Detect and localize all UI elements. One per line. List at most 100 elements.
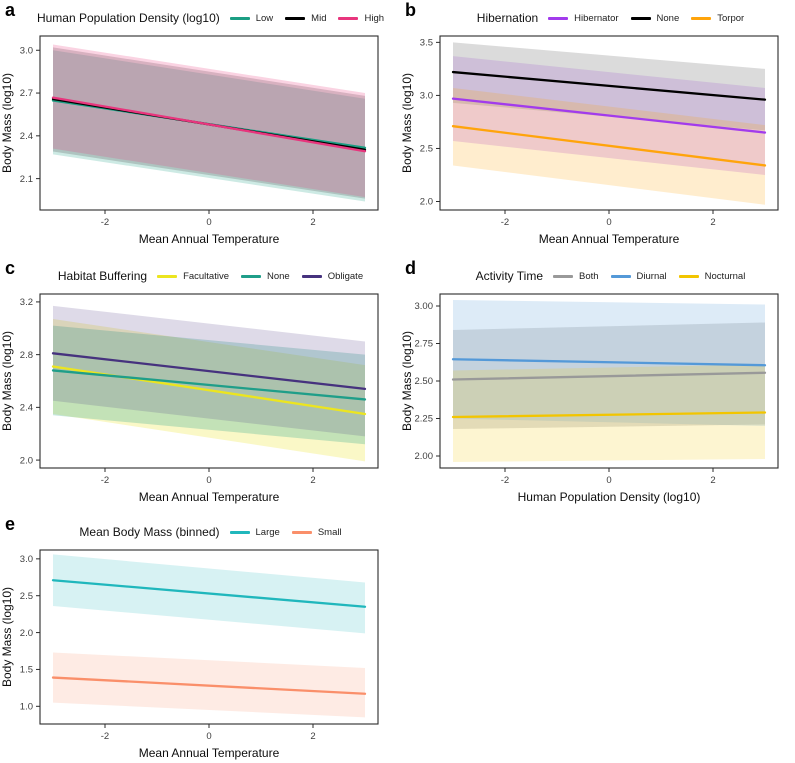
y-axis-title: Body Mass (log10): [400, 73, 414, 173]
y-tick-label: 2.00: [415, 451, 434, 462]
plot-a: -2 0 2 2.1 2.4 2.7 3.0 Mean Annual Temperature B…: [0, 35, 379, 246]
panel-c: c Habitat Buffering Facultative None Obliga…: [0, 258, 395, 510]
legend-line-swatch: [229, 530, 250, 534]
legend-title: Activity Time: [475, 269, 543, 283]
trend-line-torpor: [451, 125, 767, 167]
y-tick-label: 3.0: [20, 554, 33, 565]
ribbon-nocturnal: [453, 364, 765, 462]
trend-line-large: [51, 579, 367, 608]
y-tick-label: 2.8: [20, 350, 33, 361]
trend-line-both: [451, 371, 767, 381]
x-tick-label: 0: [206, 217, 211, 228]
trend-line-small: [51, 676, 367, 695]
y-axis-title: Body Mass (log10): [0, 587, 14, 687]
legend-line-swatch: [630, 16, 651, 20]
legend-label: Mid: [311, 12, 327, 24]
legend-line-swatch: [291, 530, 312, 534]
legend-label: Obligate: [327, 270, 364, 282]
y-tick-label: 3.0: [20, 45, 33, 56]
x-tick-label: 2: [710, 217, 715, 228]
panel-b: b Hibernation Hibernator None Torpor -2 0 2 2.…: [400, 0, 795, 252]
legend-item-high: High: [338, 13, 384, 24]
legend-b: Hibernation Hibernator None Torpor: [438, 8, 795, 28]
x-tick-label: 0: [206, 475, 211, 486]
x-tick-label: 2: [310, 217, 315, 228]
plot-e: -2 0 2 1.0 1.5 2.0 2.5 3.0 Mean Annual Temperatu…: [0, 549, 379, 760]
panel-letter-e: e: [5, 514, 16, 534]
legend-title: Hibernation: [476, 11, 539, 25]
y-tick-label: 3.0: [420, 91, 433, 102]
legend-item-large: Large: [229, 527, 280, 538]
x-tick-label: -2: [501, 217, 509, 228]
x-tick-label: 0: [606, 475, 611, 486]
trend-line-high: [51, 96, 367, 153]
y-tick-label: 2.5: [20, 591, 33, 602]
legend-line-swatch: [338, 16, 359, 20]
legend-d: Activity Time Both Diurnal Nocturnal: [438, 266, 795, 286]
panel-letter-a: a: [5, 0, 16, 20]
legend-title: Human Population Density (log10): [36, 11, 220, 25]
legend-line-swatch: [553, 274, 573, 278]
y-tick-label: 2.75: [415, 339, 434, 350]
y-tick-label: 2.0: [420, 197, 433, 208]
x-tick-label: 2: [310, 731, 315, 742]
legend-label: Hibernator: [574, 12, 619, 24]
trend-line-nocturnal: [451, 411, 767, 419]
y-tick-label: 3.2: [20, 297, 33, 308]
panel-d: d Activity Time Both Diurnal Nocturnal -2 0 2…: [400, 258, 795, 510]
legend-label: Torpor: [717, 12, 745, 24]
y-tick-label: 2.7: [20, 88, 33, 99]
legend-title: Habitat Buffering: [57, 269, 148, 283]
y-tick-label: 2.1: [20, 174, 33, 185]
y-tick-label: 2.4: [20, 403, 33, 414]
legend-label: Low: [255, 12, 274, 24]
y-tick-label: 2.50: [415, 376, 434, 387]
x-tick-label: 2: [710, 475, 715, 486]
x-axis-title: Mean Annual Temperature: [139, 490, 280, 504]
legend-label: Nocturnal: [704, 270, 746, 282]
ribbon-high: [53, 44, 365, 198]
legend-line-swatch: [241, 274, 261, 278]
legend-item-small: Small: [291, 526, 342, 538]
legend-label: None: [656, 12, 680, 24]
x-tick-label: -2: [501, 475, 509, 486]
legend-item-nocturnal: Nocturnal: [678, 270, 746, 282]
x-tick-label: 0: [206, 731, 211, 742]
y-axis-title: Body Mass (log10): [400, 331, 414, 431]
ribbon-low: [53, 50, 365, 202]
x-axis-title: Mean Annual Temperature: [539, 232, 680, 246]
legend-item-none: None: [241, 271, 290, 282]
plot-c: -2 0 2 2.0 2.4 2.8 3.2 Mean Annual Temperature B…: [0, 293, 379, 504]
legend-item-hibernator: Hibernator: [548, 12, 619, 24]
legend-line-swatch: [229, 16, 250, 20]
y-tick-label: 1.0: [20, 702, 33, 713]
trend-line-diurnal: [451, 358, 767, 367]
x-axis-title: Mean Annual Temperature: [139, 746, 280, 760]
x-tick-label: -2: [101, 475, 109, 486]
legend-item-both: Both: [553, 271, 599, 282]
legend-line-swatch: [678, 274, 699, 278]
x-tick-label: 2: [310, 475, 315, 486]
legend-a: Human Population Density (log10) Low Mid Hi…: [36, 8, 395, 28]
x-axis-title: Mean Annual Temperature: [139, 232, 280, 246]
trend-line-none: [51, 369, 367, 401]
legend-item-facultative: Facultative: [157, 271, 229, 282]
legend-line-swatch: [157, 274, 178, 278]
panel-letter-c: c: [5, 258, 16, 278]
panel-e: e Mean Body Mass (binned) Large Small -2 0 2…: [0, 514, 395, 763]
legend-line-swatch: [285, 16, 306, 20]
y-tick-label: 2.0: [20, 628, 33, 639]
panel-letter-d: d: [405, 258, 416, 278]
plot-d: -2 0 2 2.00 2.25 2.50 2.75 3.00 Human Population…: [400, 293, 779, 504]
x-tick-label: -2: [101, 217, 109, 228]
legend-label: Small: [317, 526, 342, 538]
y-tick-label: 2.0: [20, 455, 33, 466]
legend-item-mid: Mid: [285, 13, 326, 24]
y-tick-label: 2.25: [415, 414, 434, 425]
legend-title: Mean Body Mass (binned): [79, 525, 220, 539]
panel-letter-b: b: [405, 0, 416, 20]
legend-item-diurnal: Diurnal: [610, 270, 667, 282]
legend-label: Diurnal: [636, 270, 667, 282]
legend-label: None: [267, 270, 290, 282]
